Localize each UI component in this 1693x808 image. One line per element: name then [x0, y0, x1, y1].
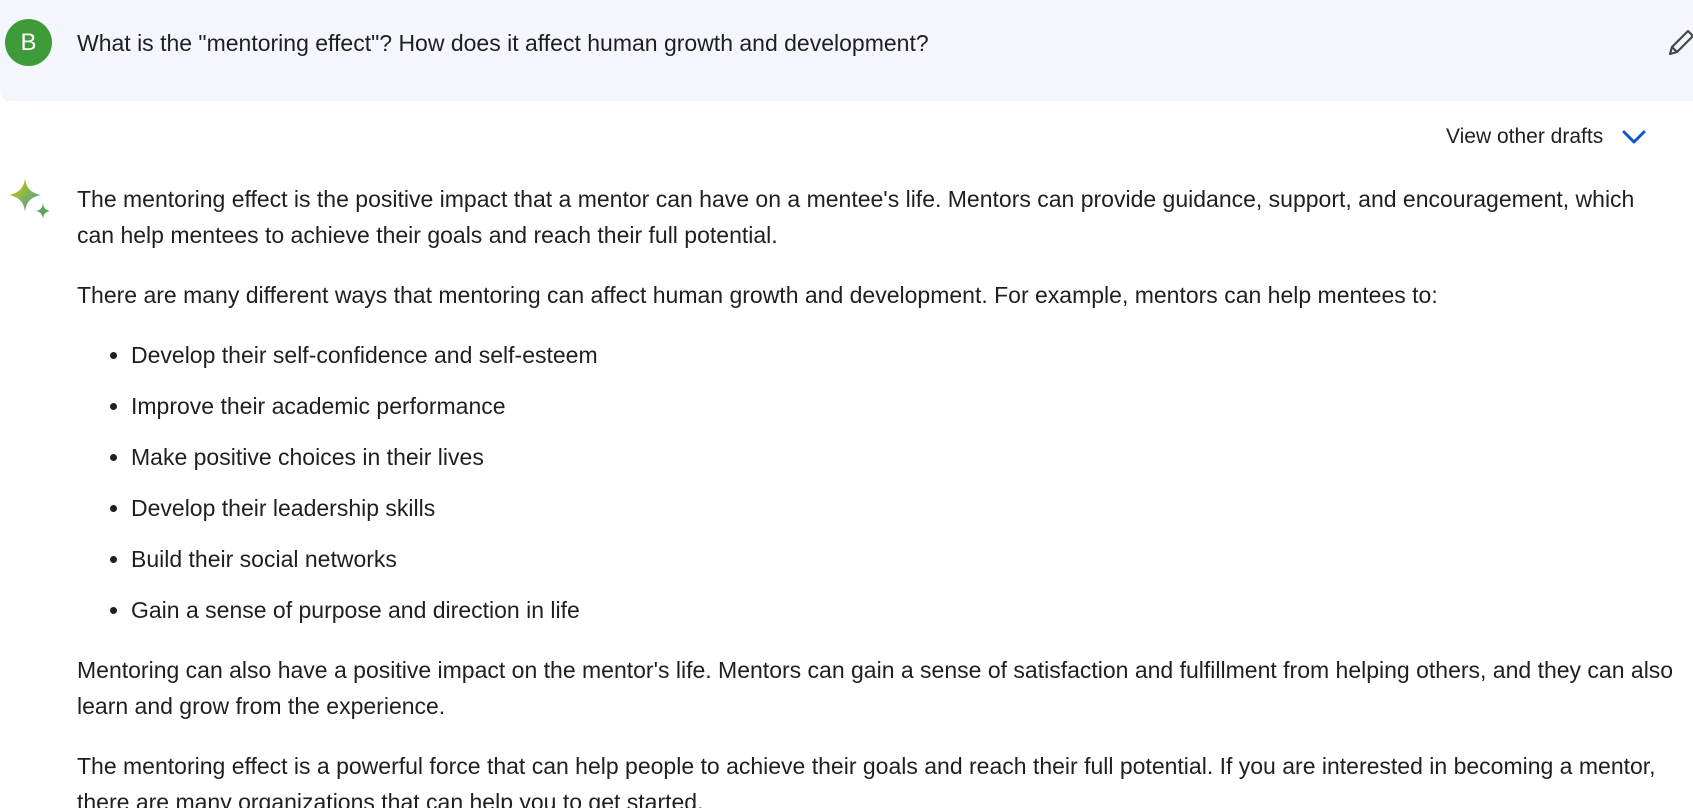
list-item: Improve their academic performance — [131, 388, 1677, 424]
response-paragraph: The mentoring effect is the positive imp… — [77, 186, 1635, 248]
prompt-text: What is the "mentoring effect"? How does… — [77, 30, 929, 56]
list-item: Gain a sense of purpose and direction in… — [131, 592, 1677, 628]
view-other-drafts-button[interactable]: View other drafts — [1446, 122, 1647, 152]
gemini-sparkle-icon — [9, 178, 50, 219]
chevron-down-icon — [1622, 130, 1646, 144]
list-item: Build their social networks — [131, 541, 1677, 577]
user-prompt-bar: B What is the "mentoring effect"? How do… — [0, 0, 1693, 101]
drafts-label: View other drafts — [1446, 125, 1604, 148]
response-paragraph: Mentoring can also have a positive impac… — [77, 657, 1674, 719]
benefits-list: Develop their self-confidence and self-e… — [77, 337, 1677, 628]
list-item: Develop their leadership skills — [131, 490, 1677, 526]
response-paragraph: There are many different ways that mento… — [77, 282, 1438, 308]
list-item: Make positive choices in their lives — [131, 439, 1677, 475]
avatar[interactable]: B — [5, 19, 52, 66]
pencil-icon[interactable] — [1666, 26, 1693, 58]
response-paragraph: The mentoring effect is a powerful force… — [77, 753, 1656, 808]
list-item: Develop their self-confidence and self-e… — [131, 337, 1677, 373]
response-body: The mentoring effect is the positive imp… — [77, 181, 1677, 808]
